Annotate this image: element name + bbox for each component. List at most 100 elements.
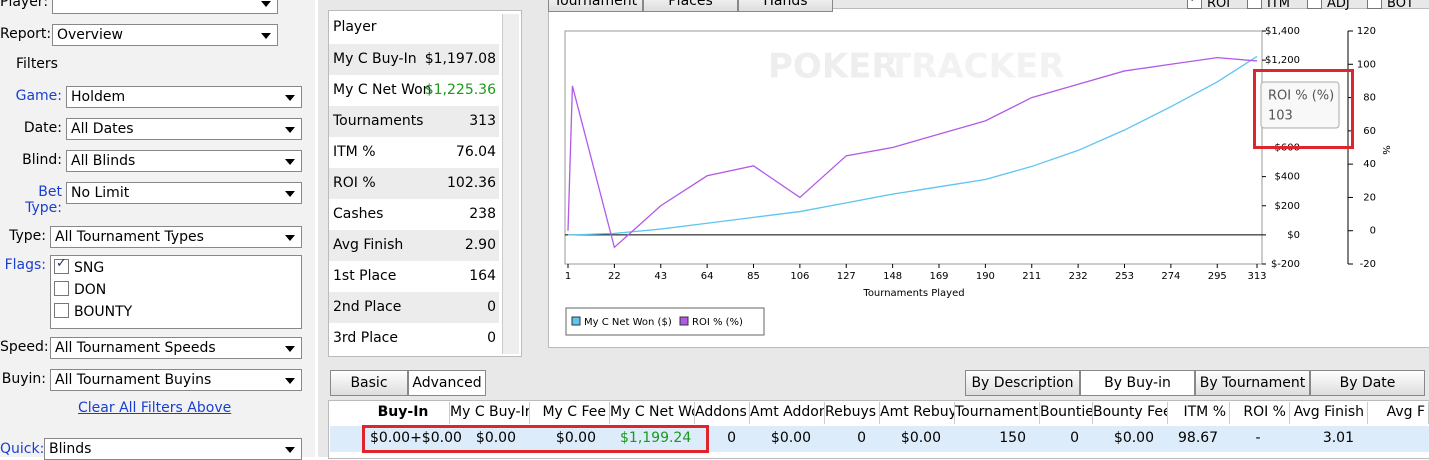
cell: - [1255,430,1261,446]
legend-swatch [679,316,689,326]
stat-name: ITM % [333,144,376,160]
column-header[interactable]: My C Buy-Ir [450,402,530,424]
cell: $0.00 [770,430,811,446]
y2-tick-label: 20 [1363,192,1376,203]
combo[interactable]: All Dates [66,118,302,140]
combo[interactable]: Holdem [66,86,302,108]
column-header[interactable]: Bounties [1040,402,1093,424]
checkbox[interactable] [54,281,69,296]
cell: $0.00 [475,430,516,446]
plot-area [564,30,1263,265]
tab[interactable]: Tournament [548,0,643,12]
table-row [330,426,1429,452]
cell: $0.00 [555,430,596,446]
cell: $0.00+$0.00 [370,430,462,446]
x-tick-label: 190 [976,271,995,282]
x-tick-label: 211 [1022,271,1041,282]
column-header[interactable]: Tournaments [955,402,1040,424]
column-header[interactable]: Amt Addon [750,402,825,424]
combo[interactable]: All Blinds [66,150,302,172]
stat-name: Avg Finish [333,237,404,253]
label: Buyin: [1,371,46,387]
checkbox[interactable] [54,303,69,318]
stat-value: 76.04 [455,144,496,160]
y2-tick-label: 120 [1357,26,1376,37]
player-input[interactable] [52,0,278,14]
tab[interactable]: Places [643,0,738,12]
link[interactable]: Clear All Filters Above [78,400,232,416]
x-tick-label: 1 [565,271,571,282]
label: Blind: [22,152,62,168]
checkbox[interactable]: ROI [1187,0,1230,11]
tab[interactable]: Basic [330,370,408,396]
y-tick-label: $400 [1275,172,1300,183]
tab[interactable]: Advanced [408,370,486,396]
stat-name: 2nd Place [333,299,402,315]
stats-row [329,75,499,106]
stats-row [329,292,499,323]
checkbox[interactable]: ADJ [1307,0,1350,11]
cell: 98.67 [1178,430,1219,446]
column-header[interactable]: Bounty Fee [1093,402,1168,424]
stat-name: Cashes [333,206,384,222]
label: Player: [0,0,49,10]
checkbox[interactable] [1187,0,1202,9]
stat-value: 238 [469,206,496,222]
column-header[interactable]: My C Fee [530,402,610,424]
column-header[interactable]: My C Net Wo [610,402,695,424]
x-tick-label: 253 [1115,271,1134,282]
label[interactable]: Game: [15,88,62,104]
flag-name: SNG [74,260,105,276]
checkbox[interactable] [1247,0,1262,9]
checkbox[interactable] [54,256,69,274]
checkbox[interactable]: BOT [1367,0,1414,11]
tab[interactable]: By Description [965,370,1080,396]
stats-row [329,168,499,199]
section-title: Filters [16,56,58,72]
combo[interactable]: Overview [52,24,278,46]
column-header[interactable]: Avg Finish [1290,402,1368,424]
flag-name: BOUNTY [74,304,133,320]
flag[interactable]: BOUNTY [54,303,132,320]
column-header[interactable]: Addons [695,402,750,424]
x-tick-label: 232 [1069,271,1088,282]
y2-tick-label: -20 [1360,259,1376,270]
label[interactable]: Quick: [0,441,45,457]
column-header[interactable]: ITM % [1168,402,1230,424]
y2-tick-label: 0 [1370,226,1376,237]
column-header[interactable]: Buy-In [360,402,450,424]
tab[interactable]: By Tournament [1195,370,1310,396]
x-tick-label: 295 [1208,271,1227,282]
y2-tick-label: 40 [1363,159,1376,170]
flag[interactable]: SNG [54,256,105,276]
stat-value: 2.90 [464,237,496,253]
tab[interactable]: By Date [1310,370,1425,396]
y2-tick-label: 100 [1357,59,1376,70]
checkbox[interactable]: ITM [1247,0,1290,11]
tab[interactable]: Hands [738,0,833,12]
stats-row [329,230,499,261]
stat-value: 313 [469,113,496,129]
tab[interactable]: By Buy-in [1080,370,1195,396]
stats-row [329,137,499,168]
y-tick-label: $1,400 [1265,26,1300,37]
checkbox-label: ROI [1207,0,1231,11]
column-header[interactable]: Rebuys [825,402,880,424]
stat-value: $1,225.36 [424,82,496,98]
label[interactable]: Bet Type: [25,184,62,216]
checkbox-label: ADJ [1327,0,1350,11]
label[interactable]: Flags: [4,257,46,273]
combo[interactable]: All Tournament Types [50,226,302,248]
checkbox[interactable] [1307,0,1322,9]
watermark: TRACKER [888,47,1064,87]
x-axis-label: Tournaments Played [862,288,964,299]
combo[interactable]: All Tournament Speeds [50,337,302,359]
combo[interactable]: All Tournament Buyins [50,369,302,391]
combo[interactable]: No Limit [66,182,302,204]
x-tick-label: 169 [929,271,948,282]
flag[interactable]: DON [54,281,106,298]
column-header[interactable]: ROI % [1230,402,1290,424]
checkbox[interactable] [1367,0,1382,9]
column-header[interactable]: Amt Rebuy [880,402,955,424]
column-header[interactable]: Avg F [1368,402,1429,424]
